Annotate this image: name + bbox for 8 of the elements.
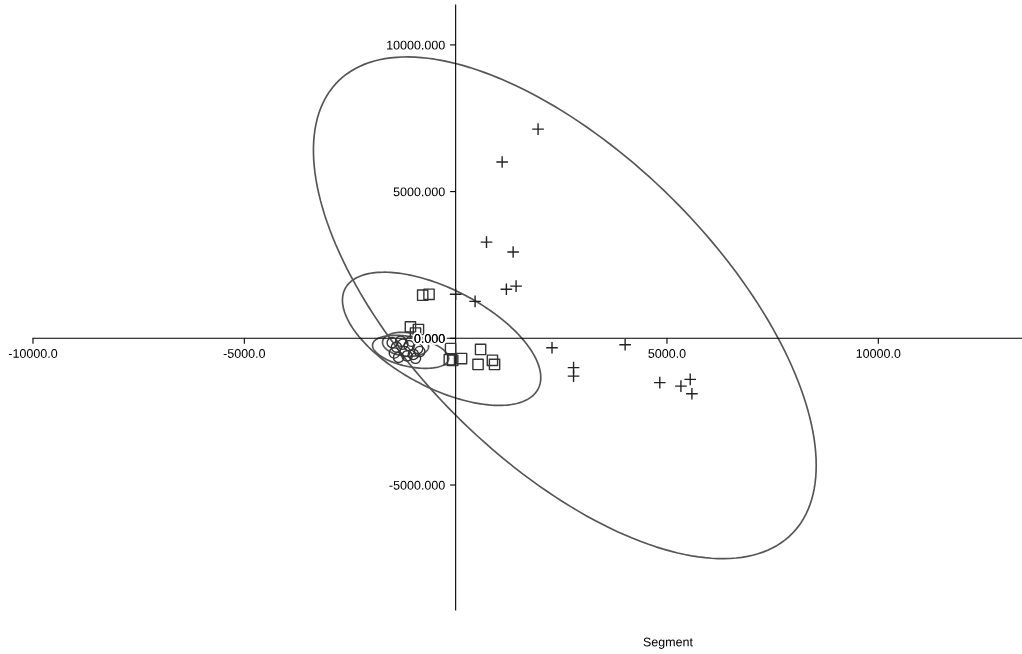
x-tick-label: 5000.0 [648,349,686,358]
y-tick-label: -5000.000 [389,480,445,490]
x-tick-label: -10000.0 [8,349,58,358]
y-tick-label: 10000.000 [387,40,445,50]
x-tick-label: -5000.0 [223,349,266,358]
x-axis-title: Segment [643,637,693,649]
y-tick-label: 5000.000 [393,187,445,197]
x-tick-label: 10000.0 [856,349,901,358]
